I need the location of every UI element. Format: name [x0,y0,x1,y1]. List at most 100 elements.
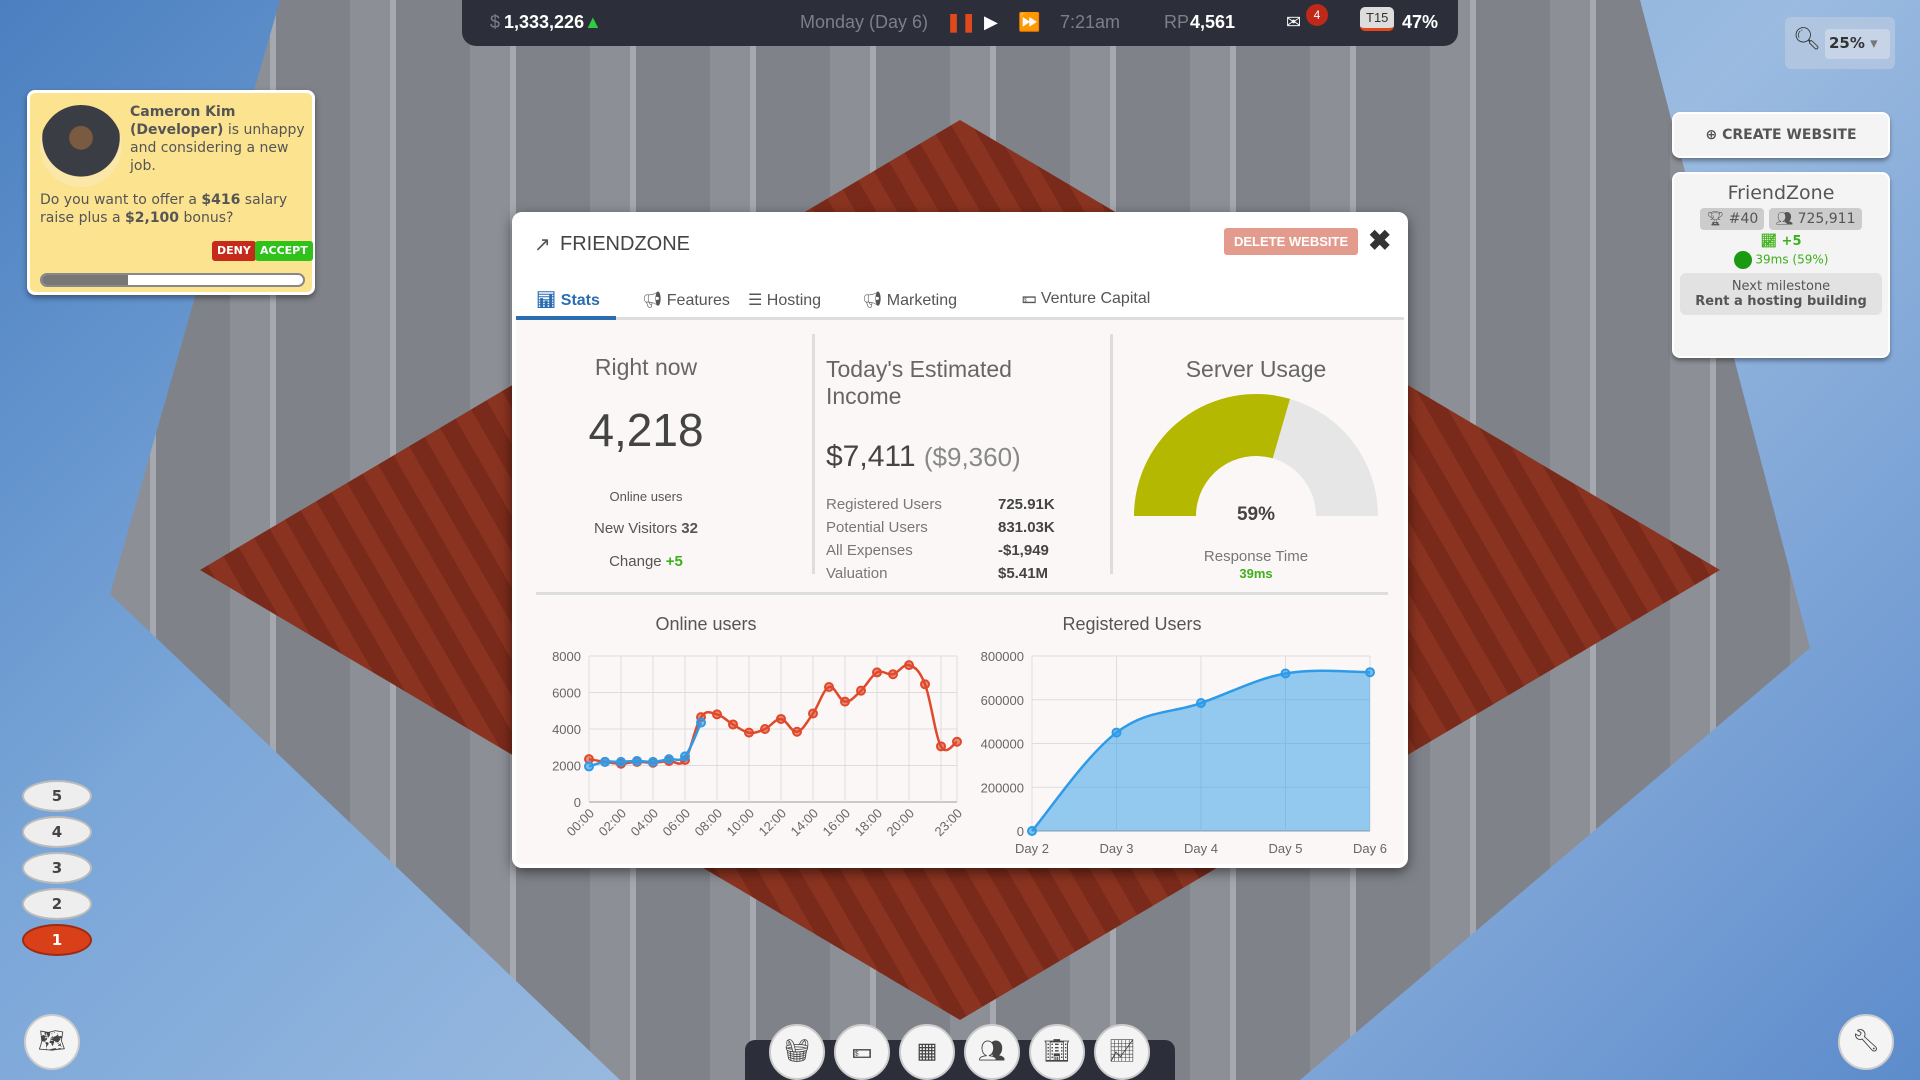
growth: +5 [1781,234,1802,249]
floor-button-2[interactable]: 2 [22,888,92,920]
divider [536,592,1388,595]
stat-value: $5.41M [998,565,1049,582]
tab-label: Stats [560,292,600,309]
toolbar-grid-button[interactable]: ▦ [899,1024,955,1080]
floor-button-4[interactable]: 4 [22,816,92,848]
y-tick-label: 2000 [552,759,581,774]
server-usage-panel: Server Usage 59% Response Time 39ms [1126,356,1386,581]
close-icon[interactable]: ✖ [1368,225,1392,256]
delete-website-button[interactable]: DELETE WEBSITE [1224,228,1359,255]
change-label: Change [609,553,662,570]
data-point [904,660,914,671]
zoom-value: 25% [1829,34,1865,52]
data-point [680,751,690,762]
people-icon: 👥︎ [978,1039,1006,1064]
milestone-box: Next milestone Rent a hosting building [1680,273,1882,315]
charts: Online users0200040006000800000:0002:000… [552,614,1387,856]
income-panel: Today's Estimated Income $7,411 ($9,360)… [826,356,1055,582]
floor-button-5[interactable]: 5 [22,780,92,812]
data-point [792,726,802,737]
right-now-panel: Right now 4,218 Online users New Visitor… [536,320,756,570]
offer-text: Do you want to offer a [40,192,202,208]
users-icon: 👥︎ [1775,211,1794,227]
data-point [664,754,674,765]
pause-button[interactable]: ❚❚ [946,12,977,32]
milestone: Rent a hosting building [1695,294,1867,309]
online-users-label: Online users [609,489,683,504]
y-tick-label: 8000 [552,649,581,664]
website-card[interactable]: FriendZone 🏆︎ #40 👥︎ 725,911 📈︎ +5 39ms … [1672,172,1890,358]
change-value: +5 [665,553,683,570]
tab-marketing[interactable]: 📢︎ Marketing [862,290,957,310]
x-tick-label: 10:00 [724,806,758,840]
tab-stats[interactable]: 📊︎ Stats [536,290,600,310]
timeout-progress-bar [40,273,305,287]
floor-button-3[interactable]: 3 [22,852,92,884]
zoom-select[interactable]: 25% ▾ [1825,29,1890,59]
floor-number: 2 [51,895,63,913]
money-symbol: $ [490,12,501,32]
toolbar-money-button[interactable]: 💵︎ [834,1024,890,1080]
tier-badge[interactable]: T15 [1360,7,1395,31]
data-point [696,717,706,728]
data-point [712,709,722,720]
toolbar-shop-button[interactable]: 🧺︎ [769,1024,825,1080]
chevron-down-icon: ▾ [1870,34,1878,52]
data-point [1111,727,1122,738]
data-point [952,736,962,747]
bar-chart-icon: 📊︎ [536,292,557,309]
tier-progress: 47% [1402,12,1439,32]
floor-button-1[interactable]: 1 [22,924,92,956]
wrench-icon: 🔧︎ [1852,1029,1880,1054]
deny-button[interactable]: DENY [212,241,256,261]
latency: 39ms (59%) [1755,252,1829,267]
y-tick-label: 0 [1017,824,1024,839]
map-button[interactable]: 🗺︎ [24,1014,80,1070]
active-tab-indicator [516,316,616,320]
play-button[interactable]: ▶ [984,12,998,32]
trend-icon: 📈︎ [1760,234,1778,249]
new-visitors: 32 [681,520,698,537]
mail-icon[interactable]: ✉ [1286,12,1302,32]
data-point [872,667,882,678]
data-point [584,761,594,772]
x-tick-label: 00:00 [564,806,598,840]
settings-button[interactable]: 🔧︎ [1838,1014,1894,1070]
stat-value: 725.91K [998,496,1055,513]
x-tick-label: 14:00 [788,806,822,840]
status-dot-icon [1733,251,1752,269]
stat-label: Valuation [826,565,888,582]
toolbar-building-button[interactable]: 🏢︎ [1029,1024,1085,1080]
y-tick-label: 600000 [981,693,1024,708]
income-title: Today's Estimated Income [826,356,1012,409]
chart-title: Online users [655,614,756,634]
toolbar-people-button[interactable]: 👥︎ [964,1024,1020,1080]
data-point [632,755,642,766]
stat-value: -$1,949 [998,542,1049,559]
x-tick-label: 18:00 [852,806,886,840]
stat-label: All Expenses [826,542,913,559]
notification-message: is unhappy and considering a new job. [130,122,305,174]
modal-title: FRIENDZONE [560,233,690,255]
money-icon: 💵︎ [852,1039,872,1064]
megaphone-icon: 📢︎ [862,292,883,309]
zoom-in-icon[interactable]: 🔍︎ [1793,27,1821,52]
zoom-control: 🔍︎ 25% ▾ [1785,17,1895,69]
data-point [760,724,770,734]
toolbar-chart-button[interactable]: 📈︎ [1094,1024,1150,1080]
tab-features[interactable]: 📢︎ Features [642,290,730,310]
research-points: 4,561 [1190,12,1236,32]
create-website-button[interactable]: ⊕ CREATE WEBSITE [1672,112,1890,158]
data-point [1365,667,1375,678]
fast-forward-button[interactable]: ⏩ [1018,12,1041,32]
tab-venture-capital[interactable]: 💵︎ Venture Capital [1022,290,1150,308]
data-point [888,669,898,680]
bonus: $2,100 [125,210,180,226]
clock: 7:21am [1060,12,1121,32]
building-icon: 🏢︎ [1043,1039,1071,1064]
users-count: 725,911 [1797,211,1856,227]
accept-button[interactable]: ACCEPT [255,241,313,261]
tab-label: Hosting [766,292,822,309]
tab-hosting[interactable]: ☰ Hosting [748,290,821,310]
data-point [776,713,786,724]
